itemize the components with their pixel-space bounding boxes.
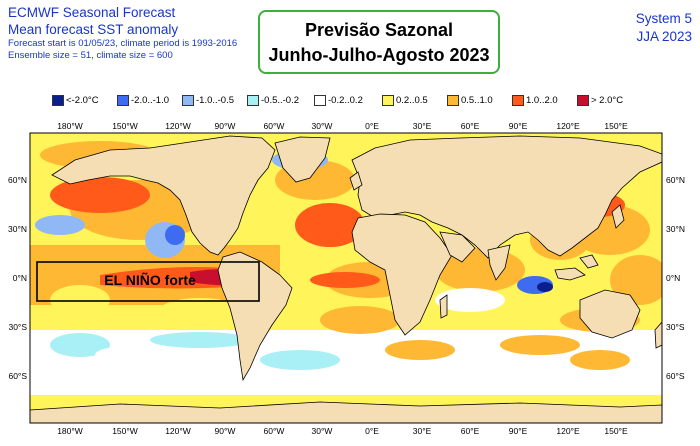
legend-label: -0.5..-0.2 [261, 95, 300, 106]
axis-tick-label: 30°W [312, 426, 333, 436]
axis-tick-label: 150°W [112, 426, 138, 436]
axis-tick-label: 120°E [556, 426, 580, 436]
latitude-labels-right: 60°N 30°N 0°N 30°S 60°S [666, 175, 685, 381]
axis-tick-label: 90°E [509, 426, 528, 436]
legend-label: 1.0..2.0 [526, 95, 558, 106]
season-title-box: Previsão Sazonal Junho-Julho-Agosto 2023 [258, 10, 500, 74]
legend-swatch [512, 95, 524, 106]
legend-swatch [117, 95, 129, 106]
axis-tick-label: 150°E [604, 426, 628, 436]
season-label: JJA 2023 [636, 29, 692, 44]
legend-label: -2.0..-1.0 [131, 95, 170, 106]
axis-tick-label: 30°S [666, 322, 685, 332]
axis-tick-label: 180°W [57, 121, 83, 131]
legend-label: 0.2..0.5 [396, 95, 428, 106]
longitude-labels-top: 180°W 150°W 120°W 90°W 60°W 30°W 0°E 30°E 60°E 90… [57, 121, 628, 131]
axis-tick-label: 150°E [604, 121, 628, 131]
axis-tick-label: 120°W [165, 426, 191, 436]
season-title-line2: Junho-Julho-Agosto 2023 [268, 45, 490, 65]
axis-tick-label: 90°E [509, 121, 528, 131]
legend-swatch [382, 95, 394, 106]
season-title-line1: Previsão Sazonal [304, 20, 454, 40]
el-nino-box [36, 261, 260, 302]
axis-tick-label: 60°N [8, 175, 27, 185]
axis-tick-label: 60°N [666, 175, 685, 185]
axis-tick-label: 60°E [461, 426, 480, 436]
land-masses [30, 135, 662, 423]
axis-tick-label: 30°S [8, 322, 27, 332]
axis-tick-label: 30°N [8, 224, 27, 234]
axis-tick-label: 30°E [413, 121, 432, 131]
forecast-variable: Mean forecast SST anomaly [8, 22, 179, 37]
legend-label: > 2.0°C [591, 95, 624, 106]
legend-label: <-2.0°C [66, 95, 99, 106]
legend-swatch [52, 95, 64, 106]
axis-tick-label: 90°W [215, 426, 236, 436]
axis-tick-label: 60°W [264, 121, 285, 131]
legend-swatch [247, 95, 259, 106]
axis-tick-label: 120°E [556, 121, 580, 131]
axis-tick-label: 30°W [312, 121, 333, 131]
axis-tick-label: 0°N [666, 273, 680, 283]
axis-tick-label: 90°W [215, 121, 236, 131]
axis-tick-label: 180°W [57, 426, 83, 436]
legend-swatch [447, 95, 459, 106]
legend-swatch [314, 95, 326, 106]
axis-tick-label: 30°E [413, 426, 432, 436]
forecast-title: ECMWF Seasonal Forecast [8, 5, 176, 20]
longitude-labels-bottom: 180°W 150°W 120°W 90°W 60°W 30°W 0°E 30°E 60°E 90… [57, 426, 628, 436]
ensemble-size-info: Ensemble size = 51, climate size = 600 [8, 50, 173, 61]
axis-tick-label: 0°E [365, 426, 379, 436]
axis-tick-label: 60°S [666, 371, 685, 381]
axis-tick-label: 0°E [365, 121, 379, 131]
axis-tick-label: 0°N [13, 273, 27, 283]
axis-tick-label: 60°W [264, 426, 285, 436]
map-frame [29, 132, 663, 424]
system-label: System 5 [635, 11, 692, 26]
legend-swatch [182, 95, 194, 106]
legend-swatch [577, 95, 589, 106]
header-info: ECMWF Seasonal Forecast Mean forecast SS… [8, 4, 237, 62]
legend-label: -0.2..0.2 [328, 95, 363, 106]
axis-tick-label: 150°W [112, 121, 138, 131]
latitude-labels-left: 60°N 30°N 0°N 30°S 60°S [8, 175, 27, 381]
axis-tick-label: 60°E [461, 121, 480, 131]
axis-tick-label: 30°N [666, 224, 685, 234]
axis-tick-label: 60°S [8, 371, 27, 381]
forecast-start-info: Forecast start is 01/05/23, climate peri… [8, 38, 238, 49]
legend-label: 0.5..1.0 [461, 95, 493, 106]
system-info: System 5 JJA 2023 [636, 10, 692, 46]
legend-label: -1.0..-0.5 [196, 95, 235, 106]
el-nino-label: EL NIÑO forte [104, 271, 196, 288]
axis-tick-label: 120°W [165, 121, 191, 131]
